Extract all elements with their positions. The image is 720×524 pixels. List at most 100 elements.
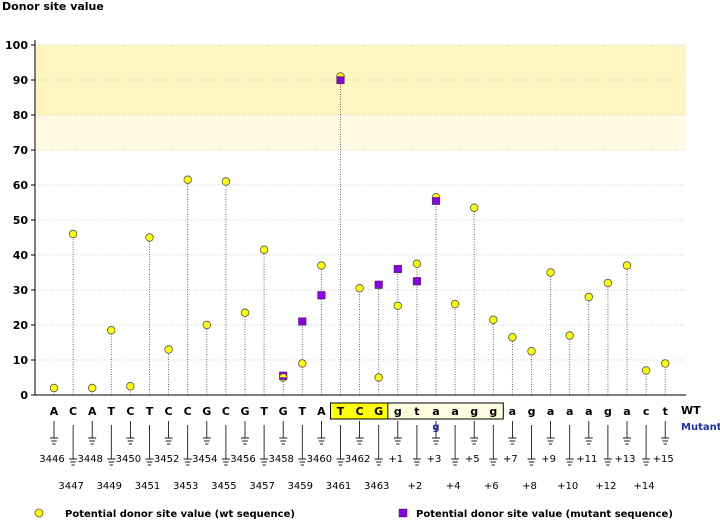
wt-base-3456: G <box>240 405 249 418</box>
mutant-point-+2 <box>412 277 421 286</box>
position-label-+5: +5 <box>465 454 480 465</box>
wt-label: WT <box>681 404 701 417</box>
mutant-point-3459 <box>298 317 307 326</box>
wt-point-+2 <box>412 259 422 268</box>
wt-base-+9: a <box>547 405 554 418</box>
position-label-+13: +13 <box>614 454 635 465</box>
position-label-3456: 3456 <box>230 454 255 465</box>
wt-point-3453 <box>183 175 192 184</box>
wt-overlap-cap-3461 <box>336 72 345 77</box>
mutant-point-+3 <box>431 196 441 205</box>
legend-mutant-label: Potential donor site value (mutant seque… <box>416 509 673 520</box>
position-label-3457: 3457 <box>249 481 274 492</box>
wt-point-+15 <box>661 359 670 368</box>
wt-point-+5 <box>470 203 479 212</box>
wt-point-+11 <box>584 292 593 302</box>
position-label-+11: +11 <box>576 454 597 465</box>
wt-base-+8: g <box>528 405 536 418</box>
position-label-+2: +2 <box>408 481 423 492</box>
legend-wt-marker <box>34 508 44 518</box>
position-label-3446: 3446 <box>39 454 64 465</box>
wt-point-3447 <box>68 229 78 239</box>
wt-base-+12: g <box>604 405 612 418</box>
y-tick-label-70: 70 <box>13 144 29 157</box>
position-label-+6: +6 <box>484 481 499 492</box>
legend-mutant-marker <box>398 508 408 518</box>
y-tick-label-0: 0 <box>20 389 28 402</box>
mutant-point-3463 <box>374 280 383 289</box>
position-ticks: 3446 3447 3448 3449 3450 3451 3452 3453 3454 3455… <box>39 421 674 492</box>
wt-point-3460 <box>317 261 326 270</box>
wt-point-+14 <box>641 366 651 375</box>
wt-base-3450: C <box>126 405 134 418</box>
wt-point-+7 <box>508 333 517 342</box>
wt-base-+1: g <box>394 405 402 418</box>
wt-base-+7: a <box>509 405 516 418</box>
position-label-+8: +8 <box>522 481 537 492</box>
wt-base-3454: G <box>202 405 211 418</box>
position-label-3455: 3455 <box>211 481 236 492</box>
wt-point-+6 <box>489 315 498 324</box>
wt-base-+4: a <box>451 405 458 418</box>
wt-base-3457: T <box>260 405 268 418</box>
wt-point-+12 <box>603 278 613 288</box>
position-label-+7: +7 <box>503 454 518 465</box>
wt-base-3462: C <box>356 405 364 418</box>
position-label-3449: 3449 <box>97 481 122 492</box>
y-tick-label-90: 90 <box>13 74 29 87</box>
wt-base-+6: g <box>489 405 497 418</box>
position-label-3458: 3458 <box>268 454 293 465</box>
position-label-+1: +1 <box>388 454 403 465</box>
chart-title: Donor site value <box>2 0 104 13</box>
wt-base-+13: a <box>623 405 630 418</box>
wt-base-3460: A <box>317 405 326 418</box>
y-tick-label-10: 10 <box>13 354 29 367</box>
mutant-point-3461 <box>336 75 345 85</box>
y-tick-label-80: 80 <box>13 109 29 122</box>
position-label-3450: 3450 <box>116 454 141 465</box>
position-label-+15: +15 <box>653 454 674 465</box>
band-high <box>35 45 686 115</box>
wt-base-3448: A <box>88 405 97 418</box>
wt-point-3459 <box>298 359 307 368</box>
wt-base-3458: G <box>279 405 288 418</box>
wt-point-3450 <box>126 382 135 391</box>
grid-lines <box>35 44 686 361</box>
legend: Potential donor site value (wt sequence)… <box>34 508 673 520</box>
position-label-3463: 3463 <box>364 481 389 492</box>
wt-base-3447: C <box>69 405 77 418</box>
position-label-+10: +10 <box>557 481 578 492</box>
position-label-3448: 3448 <box>77 454 102 465</box>
position-label-3460: 3460 <box>307 454 332 465</box>
wt-point-3451 <box>145 233 154 242</box>
position-label-+4: +4 <box>446 481 461 492</box>
legend-wt-label: Potential donor site value (wt sequence) <box>65 509 295 520</box>
y-tick-label-30: 30 <box>13 284 29 297</box>
wt-base-3463: G <box>374 405 383 418</box>
position-label-3459: 3459 <box>288 481 313 492</box>
y-tick-label-100: 100 <box>5 39 28 52</box>
position-label-3462: 3462 <box>345 454 370 465</box>
wt-base-3459: T <box>299 405 307 418</box>
y-tick-label-50: 50 <box>13 214 29 227</box>
wt-point-3462 <box>355 284 364 293</box>
wt-point-3448 <box>87 383 97 393</box>
wt-point-+10 <box>565 331 574 340</box>
wt-point-3454 <box>202 320 211 330</box>
wt-point-3457 <box>259 245 269 254</box>
wt-base-3449: T <box>108 405 116 418</box>
position-label-3453: 3453 <box>173 481 198 492</box>
wt-base-+14: c <box>643 405 650 418</box>
wt-base-+10: a <box>566 405 573 418</box>
wt-point-3455 <box>221 177 231 186</box>
wt-base-+5: g <box>470 405 478 418</box>
wt-base-+3: a <box>432 405 439 418</box>
position-label-3461: 3461 <box>326 481 351 492</box>
position-label-+9: +9 <box>541 454 556 465</box>
position-label-3452: 3452 <box>154 454 179 465</box>
wt-base-3455: C <box>222 405 230 418</box>
wt-base-3446: A <box>50 405 59 418</box>
wt-point-+13 <box>622 261 632 270</box>
